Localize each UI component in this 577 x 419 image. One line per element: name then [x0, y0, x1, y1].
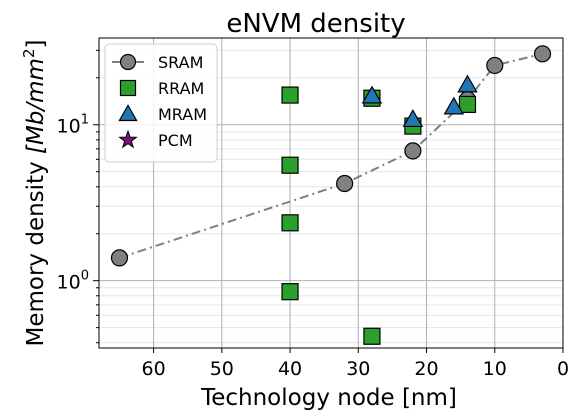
y-axis-label: Memory density [Mb/mm2] [20, 39, 49, 346]
data-point-sram [535, 46, 551, 62]
legend-marker-rram [121, 81, 136, 96]
data-point-rram [282, 157, 298, 173]
y-axis-label-math: [Mb/mm [23, 58, 49, 154]
y-axis-label-close: ] [23, 39, 49, 48]
legend: SRAM RRAM MRAM PCM [105, 44, 217, 162]
x-axis-ticks: 60 50 40 30 20 10 0 [141, 348, 569, 380]
data-point-sram [405, 143, 421, 159]
legend-label-mram: MRAM [158, 105, 207, 124]
data-point-sram [111, 250, 127, 266]
data-point-sram [487, 57, 503, 73]
x-tick-label: 30 [346, 358, 370, 380]
chart-title: eNVM density [226, 9, 405, 39]
data-point-rram [282, 215, 298, 231]
data-point-sram [337, 175, 353, 191]
x-tick-label: 0 [557, 358, 569, 380]
x-tick-label: 40 [278, 358, 302, 380]
data-point-rram [282, 284, 298, 300]
y-axis-label-text: Memory density [23, 154, 49, 347]
x-tick-label: 20 [414, 358, 438, 380]
legend-marker-sram [121, 55, 136, 70]
legend-label-pcm: PCM [158, 131, 193, 150]
legend-label-rram: RRAM [158, 79, 204, 98]
x-tick-label: 10 [483, 358, 507, 380]
data-point-rram [282, 87, 298, 103]
y-tick-label: 100 [57, 269, 89, 294]
y-axis-ticks: 100 101 [57, 50, 99, 342]
data-point-rram [364, 328, 380, 344]
data-point-rram [459, 96, 475, 112]
x-tick-label: 60 [141, 358, 165, 380]
y-axis-label-sup: 2 [20, 48, 38, 58]
x-tick-label: 50 [210, 358, 234, 380]
y-tick-label: 101 [57, 113, 89, 138]
x-axis-label: Technology node [nm] [200, 385, 457, 411]
legend-label-sram: SRAM [158, 53, 203, 72]
